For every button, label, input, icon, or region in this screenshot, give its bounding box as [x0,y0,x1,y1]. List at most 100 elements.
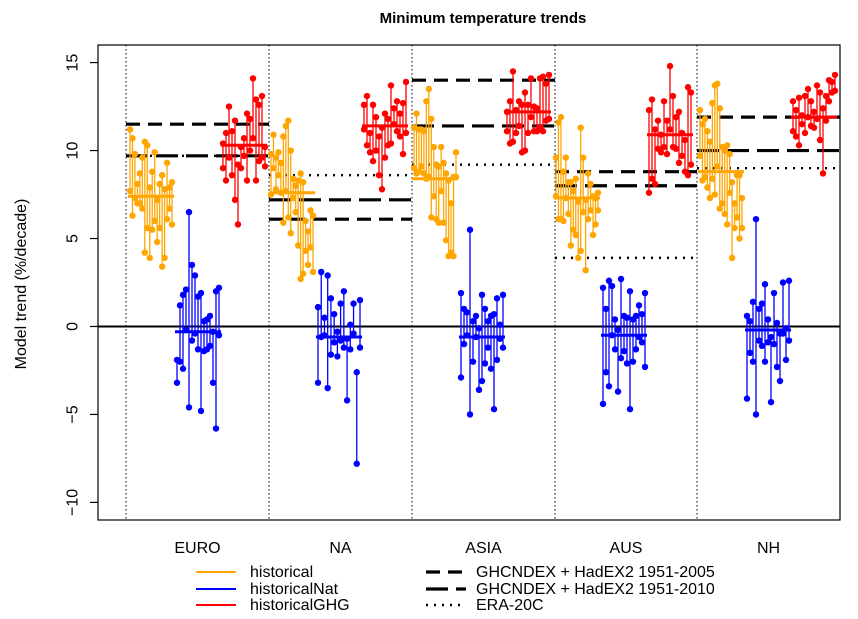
data-point [807,98,815,105]
data-point [330,310,338,318]
data-point [496,321,504,328]
data-point [605,277,613,284]
data-point [687,161,695,168]
data-point [425,85,433,93]
data-point [372,113,380,121]
data-point [129,212,136,219]
data-point [158,263,166,270]
data-point [743,312,751,320]
data-point [228,171,236,179]
data-point [509,138,517,145]
data-point [555,119,562,126]
data-point [141,249,149,256]
data-point [632,312,640,320]
data-point [324,384,331,392]
data-point [420,128,428,135]
data-point [275,171,282,179]
data-point [758,342,766,350]
data-point [801,129,809,137]
data-point [599,400,607,408]
data-point [481,305,489,313]
data-point [173,379,181,386]
data-point [309,212,317,219]
data-point [304,261,312,269]
data-point [704,184,711,191]
data-point [176,358,184,365]
data-point [194,346,202,353]
data-point [539,128,547,135]
data-point [324,272,331,279]
data-point [755,305,763,313]
data-point [182,286,190,293]
data-point [524,129,532,137]
data-point [314,303,322,311]
data-point [819,105,827,112]
data-point [272,186,280,193]
data-point [460,340,468,348]
data-point [387,140,395,147]
data-point [666,126,674,133]
data-point [506,98,514,105]
data-point [381,154,389,161]
data-point [810,124,818,131]
data-point [749,298,757,306]
data-point [527,75,535,82]
data-point [428,115,435,123]
data-point [594,189,602,196]
data-point [641,363,649,371]
data-point [632,346,640,353]
data-point [696,106,704,114]
data-point [146,254,153,262]
data-point [228,128,236,135]
data-point [743,395,751,402]
data-point [463,309,471,316]
data-point [617,275,625,283]
y-axis-label: Model trend (%/decade) [13,199,30,370]
data-point [605,383,613,390]
data-point [562,154,570,161]
data-point [360,101,368,109]
data-point [299,270,307,277]
data-point [249,75,257,82]
legend-label-historicalnat: historicalNat [250,581,339,598]
y-tick-label: 5 [65,234,82,243]
data-point [330,339,338,346]
data-point [151,217,158,225]
data-point [280,219,287,226]
data-point [318,268,325,276]
data-point [350,330,357,337]
data-point [252,96,260,103]
data-point [156,180,163,188]
data-point [337,337,344,344]
legend-label-historical: historical [250,564,313,581]
data-point [641,289,649,297]
data-point [602,305,610,313]
data-point [442,237,450,244]
data-point [602,369,610,376]
data-point [816,136,824,144]
data-point [153,196,161,204]
data-point [539,73,547,80]
data-point [626,288,634,295]
data-point [831,71,839,79]
data-point [675,108,683,116]
data-point [592,221,599,228]
legend-label-reference: GHCNDEX + HadEX2 1951-2010 [476,581,715,598]
data-point [599,284,607,291]
data-point [822,117,830,124]
data-point [651,180,659,188]
data-point [813,82,821,89]
category-label-na: NA [329,540,352,557]
data-point [258,154,266,161]
data-point [584,170,592,177]
data-point [493,356,501,364]
data-point [188,337,196,344]
data-point [623,314,631,321]
data-point [484,344,492,351]
category-label-euro: EURO [174,540,220,557]
data-point [176,302,184,309]
data-point [706,194,714,202]
data-point [437,187,445,195]
data-point [215,332,223,339]
data-point [179,365,187,372]
